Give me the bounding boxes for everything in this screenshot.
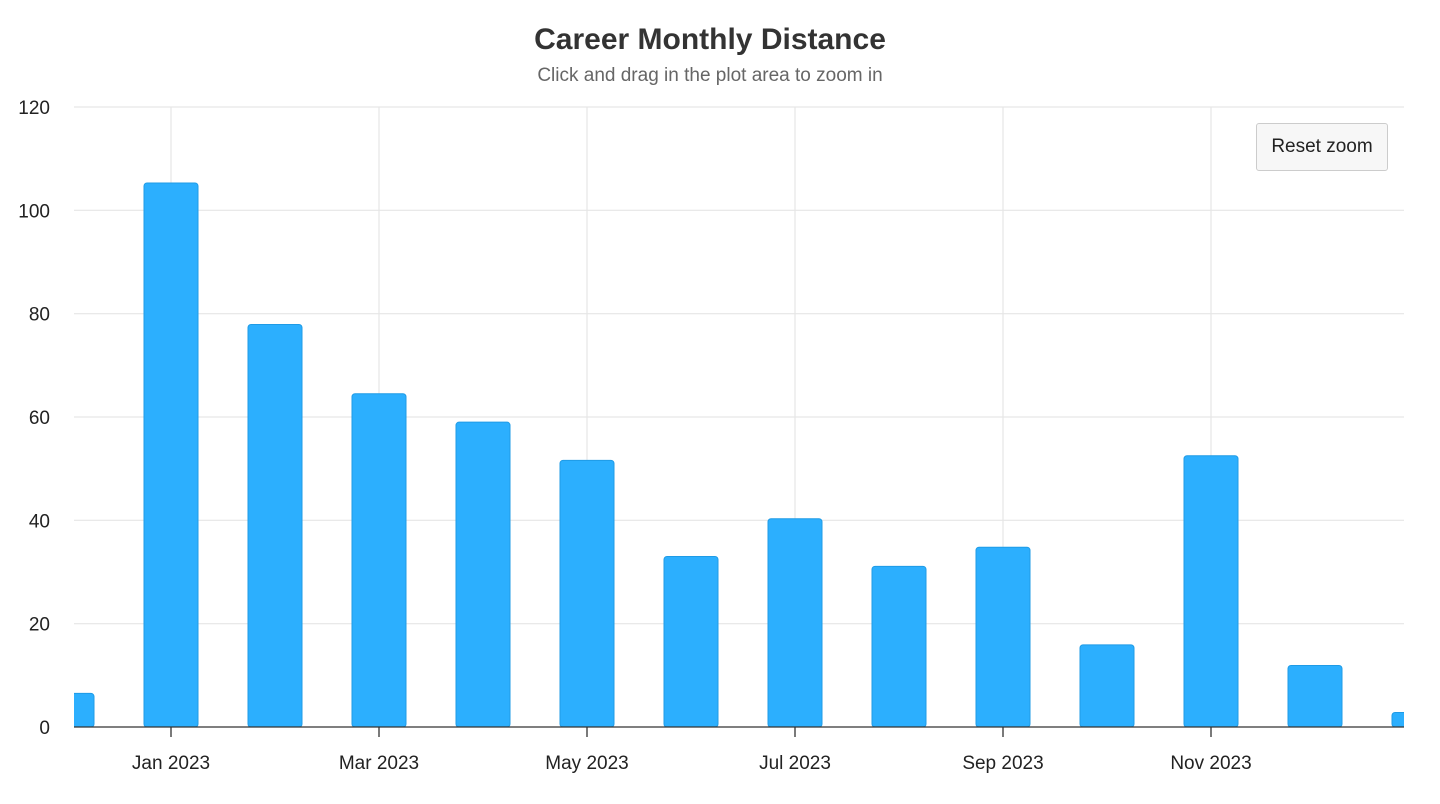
chart-title: Career Monthly Distance [534, 23, 886, 56]
chart-subtitle: Click and drag in the plot area to zoom … [537, 65, 882, 86]
x-tick-label: May 2023 [545, 753, 628, 774]
y-tick-label: 40 [29, 511, 50, 532]
y-tick-label: 0 [39, 718, 50, 739]
x-tick-label: Jul 2023 [759, 753, 831, 774]
bar-2023-11[interactable] [1183, 455, 1239, 727]
y-tick-label: 80 [29, 305, 50, 326]
reset-zoom-button[interactable]: Reset zoom [1256, 123, 1388, 171]
bar-2023-02[interactable] [247, 324, 303, 727]
bar-2023-09[interactable] [975, 546, 1031, 727]
bar-2023-05[interactable] [559, 459, 615, 727]
bar-2023-01[interactable] [143, 182, 199, 727]
y-tick-label: 120 [18, 98, 50, 119]
bar-2023-04[interactable] [455, 421, 511, 727]
x-tick-label: Sep 2023 [962, 753, 1043, 774]
y-tick-label: 20 [29, 615, 50, 636]
bars-layer[interactable] [40, 182, 1440, 728]
x-tick-label: Jan 2023 [132, 753, 210, 774]
bar-2023-06[interactable] [663, 556, 719, 728]
bar-2024-01[interactable] [1391, 712, 1440, 727]
y-tick-label: 60 [29, 408, 50, 429]
x-tick-label: Mar 2023 [339, 753, 419, 774]
bar-2022-12[interactable] [40, 692, 95, 727]
x-tick-label: Nov 2023 [1170, 753, 1251, 774]
bar-2023-08[interactable] [871, 565, 927, 727]
axis-layer: 0 20 40 60 80 100 120 Jan 2023 Mar 2023 May 2023 J… [18, 98, 1404, 774]
bar-2023-07[interactable] [767, 518, 823, 727]
bar-2023-03[interactable] [351, 393, 407, 727]
y-tick-label: 100 [18, 201, 50, 222]
bar-2023-12[interactable] [1287, 665, 1343, 727]
bar-2023-10[interactable] [1079, 644, 1135, 727]
